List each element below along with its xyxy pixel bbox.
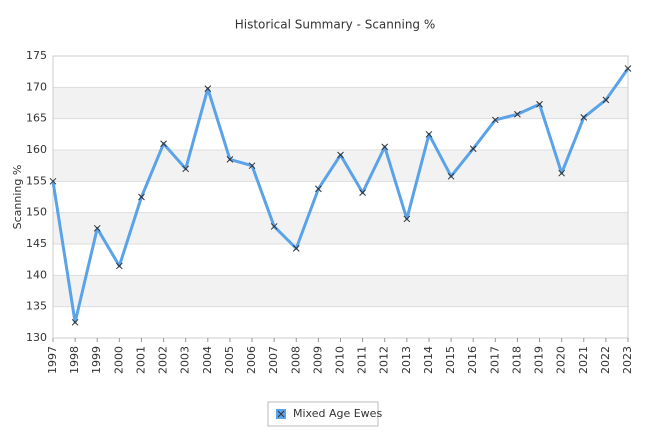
point-marker <box>160 140 167 148</box>
point-marker <box>315 185 322 193</box>
x-tick-label: 2003 <box>179 346 192 374</box>
point-marker <box>514 110 521 118</box>
point-marker <box>270 223 278 230</box>
x-tick-label: 2021 <box>577 346 590 374</box>
y-axis-label: Scanning % <box>11 165 24 230</box>
point-marker <box>71 318 79 326</box>
point-marker <box>248 162 256 170</box>
y-tick-label: 165 <box>26 112 47 125</box>
x-tick-label: 1998 <box>68 346 81 374</box>
point-marker <box>115 262 123 270</box>
x-tick-label: 2019 <box>533 346 546 374</box>
x-tick-label: 2022 <box>599 346 612 374</box>
x-tick-label: 2008 <box>289 346 302 374</box>
x-tick-label: 1999 <box>90 346 103 374</box>
x-tick-label: 2023 <box>621 346 634 374</box>
x-tick-label: 2015 <box>444 346 457 374</box>
x-tick-label: 1997 <box>46 346 59 374</box>
point-marker <box>226 156 234 163</box>
x-tick-label: 2009 <box>311 346 324 374</box>
band <box>53 275 628 307</box>
x-tick-label: 2012 <box>378 346 391 374</box>
y-tick-label: 150 <box>26 206 47 219</box>
x-tick-label: 2018 <box>510 346 523 374</box>
point-marker <box>491 116 499 124</box>
x-tick-label: 2014 <box>422 346 435 374</box>
point-marker <box>93 224 101 232</box>
point-marker <box>469 145 477 153</box>
point-marker <box>447 172 455 180</box>
point-marker <box>182 165 190 173</box>
y-tick-label: 160 <box>26 143 47 156</box>
x-tick-label: 2007 <box>267 346 280 374</box>
x-tick-label: 2010 <box>334 346 347 374</box>
point-marker <box>602 96 610 104</box>
point-marker <box>624 65 632 72</box>
x-tick-label: 2001 <box>134 346 147 374</box>
point-marker <box>580 114 588 121</box>
legend-marker <box>277 410 285 418</box>
point-marker <box>138 193 145 201</box>
y-tick-label: 145 <box>26 237 47 250</box>
legend-label: Mixed Age Ewes <box>293 407 382 420</box>
point-marker <box>359 189 366 196</box>
y-tick-label: 140 <box>26 268 47 281</box>
x-tick-label: 2005 <box>223 346 236 374</box>
x-tick-label: 2020 <box>555 346 568 374</box>
y-tick-label: 175 <box>26 49 47 62</box>
point-marker <box>403 215 411 223</box>
x-tick-label: 2004 <box>201 346 214 374</box>
x-tick-label: 2013 <box>400 346 413 374</box>
point-marker <box>536 100 543 108</box>
band <box>53 212 628 244</box>
point-marker <box>204 85 212 92</box>
x-tick-label: 2011 <box>356 346 369 374</box>
point-marker <box>337 151 344 159</box>
y-tick-label: 130 <box>26 331 47 344</box>
x-tick-label: 2017 <box>488 346 501 374</box>
x-tick-label: 2006 <box>245 346 258 374</box>
point-marker <box>381 143 389 151</box>
point-marker <box>292 245 300 252</box>
chart-title: Historical Summary - Scanning % <box>235 18 436 32</box>
point-marker <box>49 177 57 185</box>
x-tick-label: 2000 <box>112 346 125 374</box>
x-tick-label: 2002 <box>157 346 170 374</box>
point-marker <box>558 169 566 177</box>
x-tick-label: 2016 <box>466 346 479 374</box>
point-marker <box>425 130 433 138</box>
band <box>53 87 628 119</box>
legend <box>267 401 379 427</box>
y-tick-label: 155 <box>26 174 47 187</box>
y-tick-label: 170 <box>26 80 47 93</box>
y-tick-label: 135 <box>26 300 47 313</box>
